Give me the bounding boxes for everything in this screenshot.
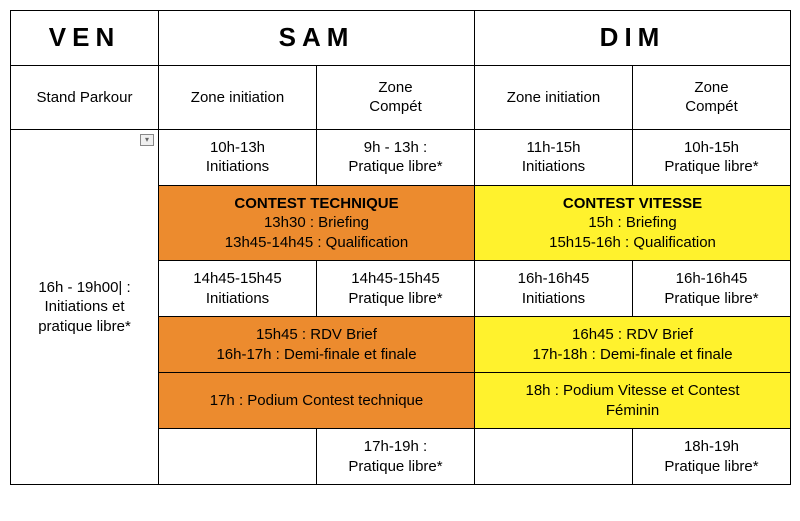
- r2-dim-contest: CONTEST VITESSE 15h : Briefing 15h15-16h…: [475, 185, 791, 261]
- subheader-dim-compet: Zone Compét: [633, 65, 791, 129]
- header-dim: DIM: [475, 11, 791, 66]
- subheader-dim-init: Zone initiation: [475, 65, 633, 129]
- r2-dim-lines: 15h : Briefing 15h15-16h : Qualification: [481, 213, 784, 252]
- r2-sam-title: CONTEST TECHNIQUE: [165, 194, 468, 214]
- r1-dim-init: 11h-15h Initiations: [475, 129, 633, 185]
- r6-sam-init: [159, 429, 317, 485]
- header-ven: VEN: [11, 11, 159, 66]
- r3-sam-init: 14h45-15h45 Initiations: [159, 261, 317, 317]
- r2-sam-lines: 13h30 : Briefing 13h45-14h45 : Qualifica…: [165, 213, 468, 252]
- dropdown-icon[interactable]: ▾: [140, 134, 154, 146]
- r1-dim-compet: 10h-15h Pratique libre*: [633, 129, 791, 185]
- r5-dim: 18h : Podium Vitesse et Contest Féminin: [475, 373, 791, 429]
- r5-sam: 17h : Podium Contest technique: [159, 373, 475, 429]
- row-1: ▾ 16h - 19h00| : Initiations et pratique…: [11, 129, 791, 185]
- subheader-sam-init: Zone initiation: [159, 65, 317, 129]
- r1-sam-compet: 9h - 13h : Pratique libre*: [317, 129, 475, 185]
- r3-sam-compet: 14h45-15h45 Pratique libre*: [317, 261, 475, 317]
- ven-body-cell: ▾ 16h - 19h00| : Initiations et pratique…: [11, 129, 159, 485]
- r3-dim-init: 16h-16h45 Initiations: [475, 261, 633, 317]
- r6-sam-compet: 17h-19h : Pratique libre*: [317, 429, 475, 485]
- r6-dim-init: [475, 429, 633, 485]
- r4-dim: 16h45 : RDV Brief 17h-18h : Demi-finale …: [475, 317, 791, 373]
- schedule-table: VEN SAM DIM Stand Parkour Zone initiatio…: [10, 10, 791, 485]
- r3-dim-compet: 16h-16h45 Pratique libre*: [633, 261, 791, 317]
- header-row: VEN SAM DIM: [11, 11, 791, 66]
- r6-dim-compet: 18h-19h Pratique libre*: [633, 429, 791, 485]
- r2-dim-title: CONTEST VITESSE: [481, 194, 784, 214]
- subheader-ven: Stand Parkour: [11, 65, 159, 129]
- subheader-row: Stand Parkour Zone initiation Zone Compé…: [11, 65, 791, 129]
- r4-sam: 15h45 : RDV Brief 16h-17h : Demi-finale …: [159, 317, 475, 373]
- r2-sam-contest: CONTEST TECHNIQUE 13h30 : Briefing 13h45…: [159, 185, 475, 261]
- subheader-sam-compet: Zone Compét: [317, 65, 475, 129]
- ven-body-text: 16h - 19h00| : Initiations et pratique l…: [38, 279, 131, 335]
- header-sam: SAM: [159, 11, 475, 66]
- r1-sam-init: 10h-13h Initiations: [159, 129, 317, 185]
